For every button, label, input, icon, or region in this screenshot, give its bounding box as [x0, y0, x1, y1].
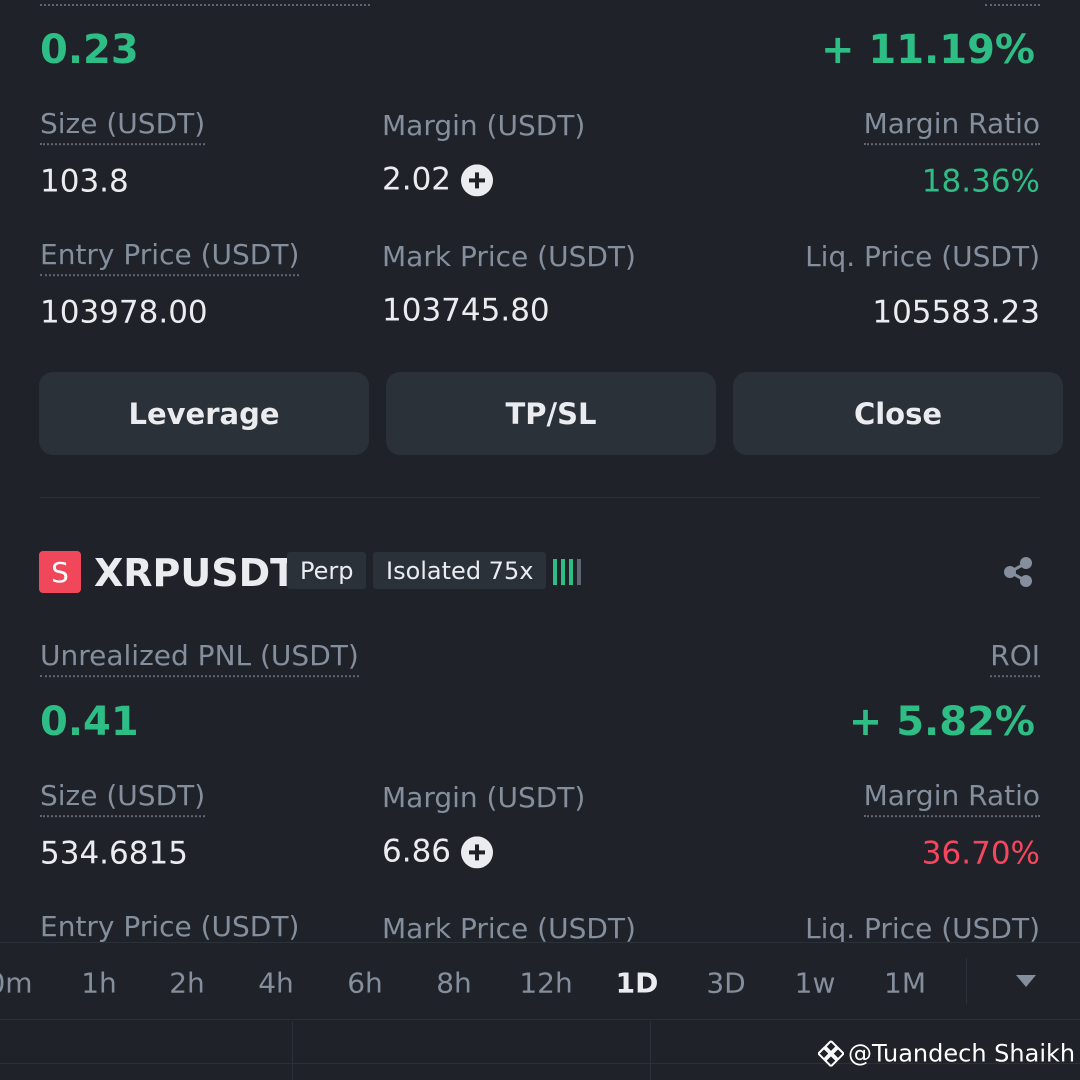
pnl-value: 0.41 — [40, 699, 139, 745]
close-button[interactable]: Close — [733, 372, 1063, 455]
side-badge: S — [39, 551, 81, 593]
field-value: 534.6815 — [40, 835, 188, 872]
roi-value: + 11.19% — [820, 27, 1035, 73]
field-value: 18.36% — [921, 163, 1040, 200]
margin-value: 6.86 — [382, 833, 494, 870]
field-label: Liq. Price (USDT) — [805, 912, 1040, 946]
timeframe-option[interactable]: 1M — [884, 966, 926, 1000]
timeframe-option[interactable]: 8h — [436, 966, 472, 1000]
symbol[interactable]: XRPUSDT — [94, 551, 297, 596]
divider — [966, 958, 967, 1004]
pnl-value: 0.23 — [40, 27, 139, 73]
chart-grid — [292, 1021, 293, 1080]
leverage-button[interactable]: Leverage — [39, 372, 369, 455]
timeframe-option[interactable]: 1h — [81, 966, 117, 1000]
field-label: Margin (USDT) — [382, 781, 586, 815]
field-value: 36.70% — [921, 835, 1040, 872]
field-label: Mark Price (USDT) — [382, 240, 636, 274]
timeframe-option[interactable]: 2h — [169, 966, 205, 1000]
dropdown-icon[interactable] — [1016, 975, 1036, 989]
field-value: 103745.80 — [382, 292, 550, 329]
field-value: 2.02 — [382, 161, 452, 198]
field-label: Size (USDT) — [40, 779, 206, 817]
add-margin-icon[interactable] — [461, 836, 494, 868]
timeframe-bar — [0, 942, 1080, 1020]
tag: Perp — [287, 552, 367, 589]
field-label: Margin Ratio — [863, 107, 1040, 145]
separator — [40, 497, 1040, 498]
add-margin-icon[interactable] — [461, 164, 494, 196]
tpsl-button[interactable]: TP/SL — [386, 372, 716, 455]
watermark-text: @Tuandech Shaikh — [848, 1039, 1076, 1068]
watermark: @Tuandech Shaikh — [818, 1040, 1075, 1069]
field-label: Margin (USDT) — [382, 109, 586, 143]
timeframe-option[interactable]: 12h — [519, 966, 573, 1000]
timeframe-option[interactable]: 3D — [706, 966, 746, 1000]
chart-grid — [650, 1021, 651, 1080]
partial-underline — [985, 4, 1040, 6]
field-label: Margin Ratio — [863, 779, 1040, 817]
timeframe-option[interactable]: 1D — [615, 966, 659, 1000]
partial-underline — [40, 4, 370, 6]
chart-grid — [0, 1063, 1080, 1064]
roi-value: + 5.82% — [848, 699, 1035, 745]
roi-label: ROI — [990, 639, 1040, 677]
timeframe-option[interactable]: 1w — [794, 966, 836, 1000]
margin-value: 2.02 — [382, 161, 494, 198]
field-value: 105583.23 — [872, 294, 1040, 331]
tag: Isolated 75x — [373, 552, 547, 589]
timeframe-option[interactable]: 6h — [347, 966, 383, 1000]
share-icon[interactable] — [1002, 556, 1034, 588]
timeframe-option[interactable]: 4h — [258, 966, 294, 1000]
field-label: Liq. Price (USDT) — [805, 240, 1040, 274]
watermark-logo — [818, 1040, 844, 1067]
risk-bars-icon — [553, 559, 581, 585]
field-label: Size (USDT) — [40, 107, 206, 145]
field-label: Entry Price (USDT) — [40, 238, 300, 276]
field-value: 6.86 — [382, 833, 452, 870]
timeframe-option[interactable]: 0m — [0, 966, 33, 1000]
field-label: Mark Price (USDT) — [382, 912, 636, 946]
field-value: 103.8 — [40, 163, 129, 200]
pnl-label: Unrealized PNL (USDT) — [40, 639, 359, 677]
field-value: 103978.00 — [40, 294, 208, 331]
